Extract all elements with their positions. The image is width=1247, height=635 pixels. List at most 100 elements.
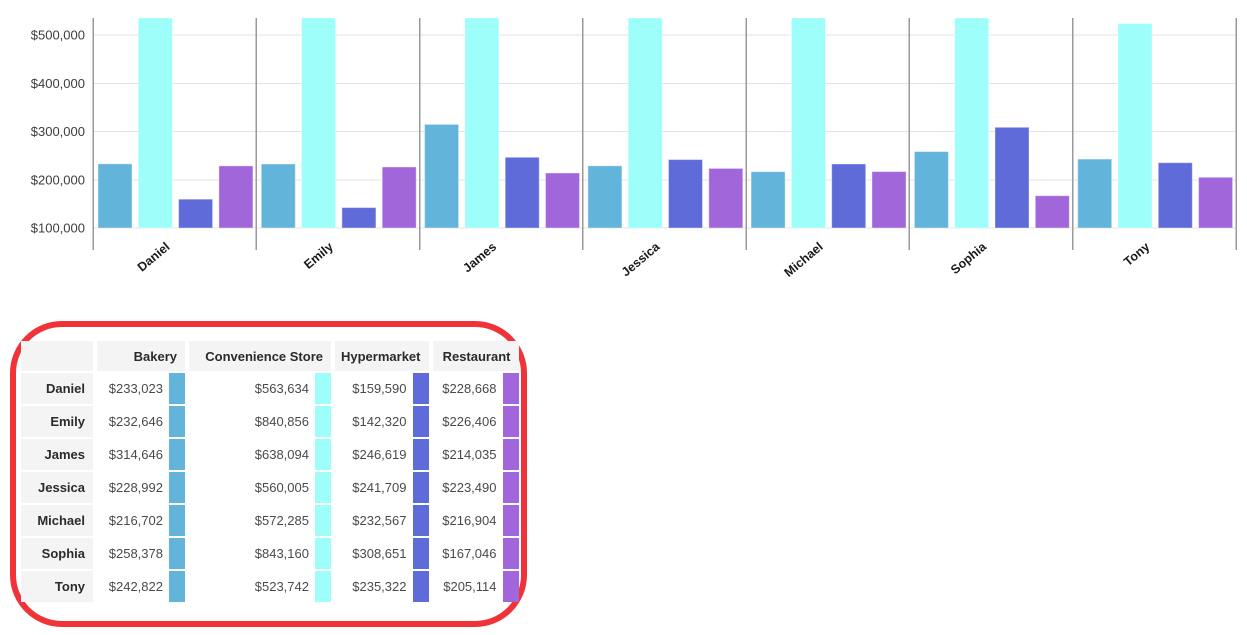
table-row: James $314,646 $638,094 $246,619 $214,035 (21, 439, 519, 470)
series-color-swatch (502, 406, 519, 437)
series-color-swatch (412, 472, 429, 503)
cell-value: $216,904 (442, 513, 497, 528)
bar-bakery (260, 163, 296, 229)
column-header: Convenience Store (189, 341, 331, 371)
y-axis-tick-label: $300,000 (31, 124, 85, 139)
bar-convenience-store (301, 17, 337, 229)
table-header-row: Bakery Convenience Store Hypermarket Restau… (21, 341, 519, 371)
series-color-swatch (169, 538, 185, 569)
cell-value: $242,822 (108, 579, 163, 594)
series-color-swatch (412, 505, 429, 536)
value-cell: $232,646 (97, 406, 185, 437)
bar-restaurant (708, 167, 744, 229)
value-cell: $314,646 (97, 439, 185, 470)
cell-value: $241,709 (352, 480, 407, 495)
value-cell: $142,320 (335, 406, 429, 437)
series-color-swatch (169, 571, 185, 602)
row-header-name: Sophia (21, 538, 93, 569)
corner-header-cell (21, 341, 93, 371)
value-cell: $246,619 (335, 439, 429, 470)
value-cell: $228,992 (97, 472, 185, 503)
value-cell: $214,035 (432, 439, 519, 470)
value-cell: $228,668 (432, 373, 519, 404)
bar-chart-svg: $100,000 $200,000 $300,000 $400,000 $500,000… (31, 17, 1237, 280)
bar-hypermarket (831, 163, 867, 229)
value-cell: $159,590 (335, 373, 429, 404)
bar-convenience-store (954, 17, 990, 229)
series-color-swatch (315, 439, 331, 470)
table-row: Tony $242,822 $523,742 $235,322 $205,114 (21, 571, 519, 602)
series-color-swatch (502, 373, 519, 404)
column-header: Bakery (97, 341, 185, 371)
value-cell: $572,285 (189, 505, 331, 536)
value-cell: $241,709 (335, 472, 429, 503)
series-color-swatch (412, 538, 429, 569)
series-color-swatch (169, 406, 185, 437)
cell-value: $223,490 (442, 480, 497, 495)
cell-value: $232,567 (352, 513, 407, 528)
table-row: Jessica $228,992 $560,005 $241,709 $223,490 (21, 472, 519, 503)
series-color-swatch (315, 538, 331, 569)
cell-value: $214,035 (442, 447, 497, 462)
bar-bakery (1077, 158, 1113, 229)
y-axis-tick-label: $500,000 (31, 28, 85, 43)
series-color-swatch (315, 373, 331, 404)
x-axis-category-label: Tony (1121, 240, 1152, 269)
cell-value: $258,378 (108, 546, 163, 561)
table-body: Daniel $233,023 $563,634 $159,590 $228,668 Em… (21, 373, 519, 602)
bar-restaurant (1198, 176, 1234, 229)
bar-bakery (587, 165, 623, 229)
cell-value: $246,619 (352, 447, 407, 462)
bar-convenience-store (627, 17, 663, 229)
cell-value: $159,590 (352, 381, 407, 396)
cell-value: $167,046 (442, 546, 497, 561)
column-header: Hypermarket (335, 341, 429, 371)
bar-restaurant (218, 165, 254, 229)
bar-restaurant (381, 166, 417, 229)
cell-value: $228,668 (442, 381, 497, 396)
cell-value: $523,742 (254, 579, 309, 594)
series-color-swatch (169, 505, 185, 536)
bar-restaurant (871, 171, 907, 229)
bar-hypermarket (341, 207, 377, 229)
bar-restaurant (1034, 195, 1070, 229)
bar-bakery (97, 163, 133, 229)
value-cell: $233,023 (97, 373, 185, 404)
row-header-name: Michael (21, 505, 93, 536)
value-cell: $523,742 (189, 571, 331, 602)
y-axis-tick-label: $400,000 (31, 76, 85, 91)
row-header-name: Daniel (21, 373, 93, 404)
cell-value: $308,651 (352, 546, 407, 561)
value-cell: $242,822 (97, 571, 185, 602)
sales-bar-chart: $100,000 $200,000 $300,000 $400,000 $500,000… (0, 0, 1247, 300)
series-color-swatch (315, 505, 331, 536)
bar-bakery (424, 123, 460, 229)
series-color-swatch (315, 571, 331, 602)
cell-value: $563,634 (254, 381, 309, 396)
x-axis-category-label: Jessica (619, 239, 663, 279)
bar-restaurant (545, 172, 580, 229)
cell-value: $226,406 (442, 414, 497, 429)
bar-convenience-store (790, 17, 826, 229)
series-color-swatch (412, 373, 429, 404)
series-color-swatch (412, 406, 429, 437)
x-axis-category-label: Emily (301, 240, 336, 272)
cell-value: $228,992 (108, 480, 163, 495)
bar-hypermarket (1157, 162, 1193, 229)
cell-value: $638,094 (254, 447, 309, 462)
cell-value: $233,023 (108, 381, 163, 396)
value-cell: $216,904 (432, 505, 519, 536)
series-color-swatch (315, 406, 331, 437)
bar-hypermarket (668, 159, 703, 229)
cell-value: $142,320 (352, 414, 407, 429)
column-header: Restaurant (432, 341, 519, 371)
value-cell: $167,046 (432, 538, 519, 569)
cell-value: $232,646 (108, 414, 163, 429)
cell-value: $560,005 (254, 480, 309, 495)
value-cell: $235,322 (335, 571, 429, 602)
bar-convenience-store (137, 17, 173, 229)
table-row: Daniel $233,023 $563,634 $159,590 $228,668 (21, 373, 519, 404)
series-color-swatch (502, 538, 519, 569)
row-header-name: Jessica (21, 472, 93, 503)
